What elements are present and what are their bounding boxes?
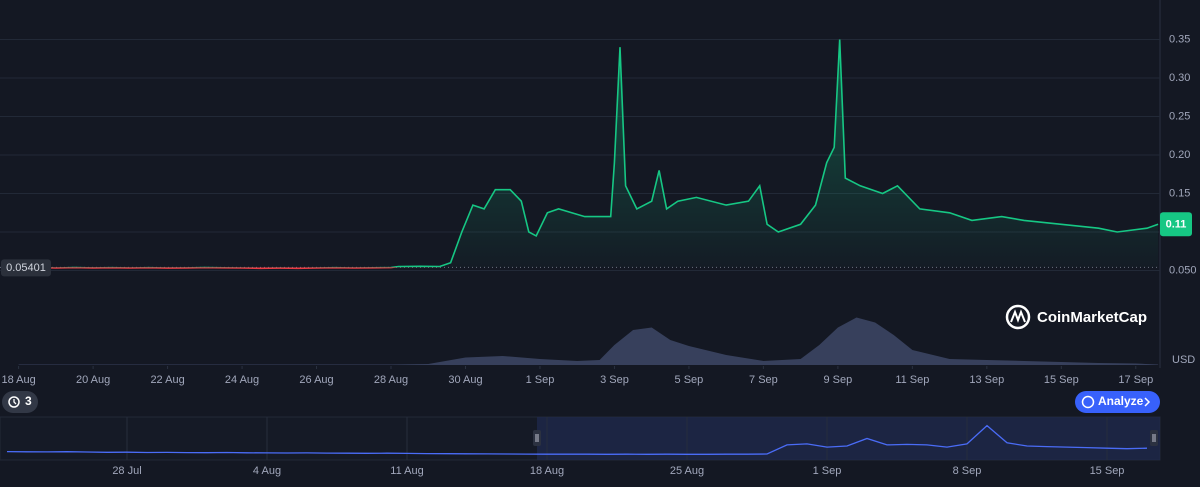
x-tick-label: 5 Sep (675, 374, 704, 386)
navigator-tick-label: 18 Aug (530, 465, 564, 477)
y-tick-label: 0.25 (1169, 110, 1190, 122)
y-tick-label: 0.35 (1169, 33, 1190, 45)
navigator-tick-label: 1 Sep (813, 465, 842, 477)
navigator-tick-label: 4 Aug (253, 465, 281, 477)
navigator-selection (537, 417, 1160, 460)
price-line-down (18, 267, 399, 270)
y-tick-label: 0.15 (1169, 187, 1190, 199)
x-tick-label: 28 Aug (374, 374, 408, 386)
volume-area (18, 317, 1159, 365)
x-tick-label: 22 Aug (150, 374, 184, 386)
baseline-label-box (1, 259, 51, 277)
x-tick-label: 18 Aug (1, 374, 35, 386)
y-tick-label: 0.30 (1169, 72, 1190, 84)
price-area (18, 39, 1159, 268)
navigator-handle-body (533, 430, 541, 446)
navigator-handle[interactable] (533, 430, 541, 446)
x-tick-label: 7 Sep (749, 374, 778, 386)
x-tick-label: 11 Sep (895, 374, 929, 386)
x-tick-label: 15 Sep (1044, 374, 1079, 386)
navigator-tick-label: 11 Aug (390, 465, 423, 477)
x-tick-label: 26 Aug (299, 374, 333, 386)
current-price-box (1160, 212, 1192, 237)
x-tick-label: 9 Sep (824, 374, 853, 386)
x-tick-label: 20 Aug (76, 374, 110, 386)
x-tick-label: 13 Sep (969, 374, 1004, 386)
watermark: CoinMarketCap (1005, 304, 1147, 330)
y-tick-label: 0.050 (1169, 264, 1197, 276)
analyze-label: Analyze (1098, 394, 1144, 408)
navigator-line (6, 424, 1148, 455)
price-line-up (18, 39, 1159, 268)
x-tick-label: 1 Sep (526, 374, 555, 386)
watermark-text: CoinMarketCap (1037, 309, 1147, 326)
navigator-tick-label: 8 Sep (953, 465, 982, 477)
y-tick-label: 0.20 (1169, 149, 1190, 161)
navigator-handle-body (1150, 430, 1158, 446)
x-tick-label: 17 Sep (1118, 374, 1153, 386)
navigator-handle[interactable] (1150, 430, 1158, 446)
history-badge[interactable]: 3 (2, 391, 38, 413)
history-count: 3 (25, 394, 32, 408)
x-tick-label: 24 Aug (225, 374, 259, 386)
baseline-label: 0.05401 (6, 262, 46, 274)
navigator-tick-label: 28 Jul (112, 465, 141, 477)
x-tick-label: 3 Sep (600, 374, 629, 386)
unit-label: USD (1172, 354, 1195, 366)
navigator-tick-label: 25 Aug (670, 465, 704, 477)
navigator-tick-label: 15 Sep (1090, 465, 1125, 477)
x-tick-label: 30 Aug (448, 374, 482, 386)
analyze-button[interactable]: Analyze (1075, 391, 1160, 413)
current-price-label: 0.11 (1166, 219, 1187, 231)
